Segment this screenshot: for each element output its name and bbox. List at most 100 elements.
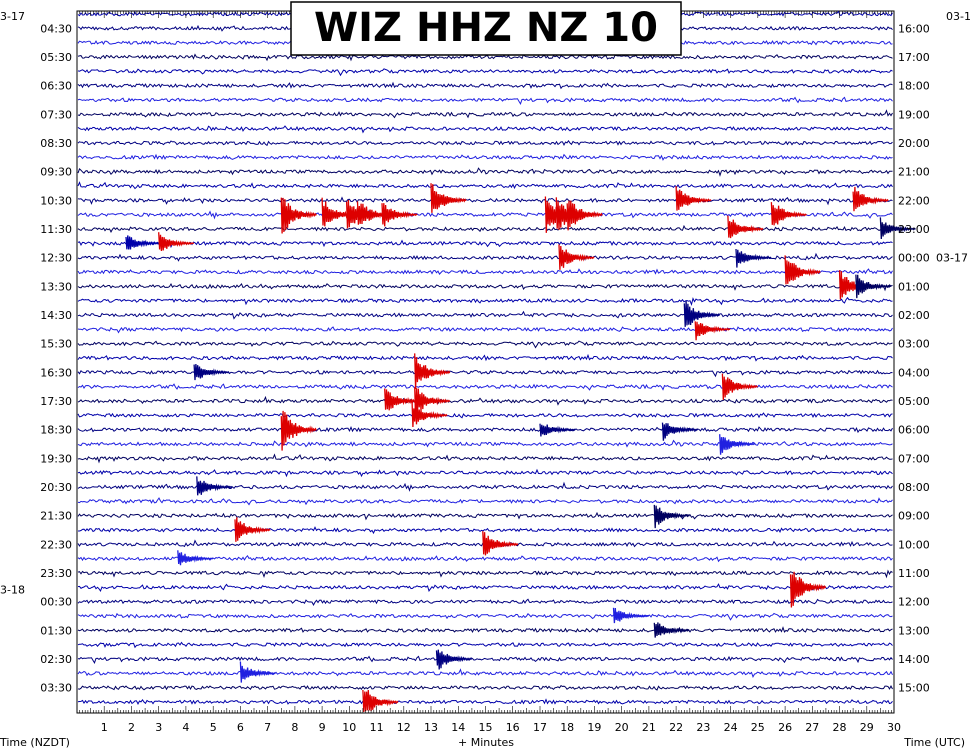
- right-time-label: 06:00: [898, 424, 930, 437]
- right-time-label: 16:00: [898, 22, 930, 35]
- trace-line: [77, 81, 893, 90]
- x-tick-label: 19: [587, 721, 601, 734]
- right-time-label: 18:00: [898, 80, 930, 93]
- trace-line: [77, 68, 893, 77]
- x-tick-label: 11: [370, 721, 384, 734]
- x-tick-label: 8: [291, 721, 298, 734]
- event-burst: [362, 689, 399, 713]
- right-time-label: 07:00: [898, 452, 930, 465]
- x-tick-label: 5: [210, 721, 217, 734]
- x-tick-label: 3: [155, 721, 162, 734]
- x-tick-label: 15: [479, 721, 493, 734]
- right-time-label: 19:00: [898, 108, 930, 121]
- trace-line: [77, 340, 893, 349]
- event-burst: [770, 202, 807, 226]
- trace-line: [77, 511, 893, 521]
- x-tick-label: 2: [128, 721, 135, 734]
- trace-line: [78, 526, 893, 535]
- x-tick-label: 28: [833, 721, 847, 734]
- x-tick-label: 7: [264, 721, 271, 734]
- trace-line: [77, 53, 893, 62]
- right-time-label: 13:00: [898, 624, 930, 637]
- event-burst: [566, 200, 603, 231]
- right-time-label: 05:00: [898, 395, 930, 408]
- left-time-label: 05:30: [40, 51, 72, 64]
- left-time-label: 10:30: [40, 194, 72, 207]
- right-time-label-group: 16:00 17:00 18:00 19:00 20:00 21:00 22:00 23:00…: [898, 10, 970, 695]
- left-time-label: 12:30: [40, 252, 72, 265]
- x-tick-label: 10: [342, 721, 356, 734]
- event-burst: [694, 321, 731, 341]
- right-time-label: 20:00: [898, 137, 930, 150]
- right-date-label: 03-17: [936, 252, 968, 265]
- trace-line: [77, 497, 893, 506]
- trace-line: [77, 310, 893, 320]
- left-time-label: 19:30: [40, 452, 72, 465]
- trace-line: [77, 125, 893, 134]
- event-burst: [196, 476, 233, 496]
- left-time-label: 09:30: [40, 166, 72, 179]
- left-time-label: 02:30: [40, 653, 72, 666]
- left-time-label: 07:30: [40, 108, 72, 121]
- left-time-label: 14:30: [40, 309, 72, 322]
- trace-line: [77, 383, 893, 391]
- trace-line: [77, 139, 893, 147]
- trace-line: [77, 698, 893, 706]
- right-time-label: 02:00: [898, 309, 930, 322]
- left-time-label-group: 04:30 05:30 06:30 07:30 08:30 09:30 10:30 11:30…: [0, 10, 72, 695]
- right-time-label: 04:00: [898, 366, 930, 379]
- event-burst: [280, 197, 317, 234]
- event-burst: [158, 232, 195, 252]
- x-tick-label: 30: [887, 721, 901, 734]
- x-tick-label: 24: [724, 721, 738, 734]
- x-tick-label: 12: [397, 721, 411, 734]
- event-burst: [430, 183, 467, 213]
- left-time-label: 17:30: [40, 395, 72, 408]
- event-burst: [234, 517, 271, 542]
- x-tick-label: 17: [533, 721, 547, 734]
- event-burst: [879, 217, 916, 240]
- trace-line: [77, 412, 893, 419]
- event-burst: [653, 504, 690, 529]
- event-burst: [414, 353, 451, 390]
- left-time-label: 03:30: [40, 682, 72, 695]
- event-burst: [784, 255, 821, 285]
- left-time-label: 00:30: [40, 596, 72, 609]
- trace-line: [77, 282, 893, 292]
- x-tick-label: 18: [560, 721, 574, 734]
- trace-line: [77, 468, 893, 478]
- x-tick-label: 13: [424, 721, 438, 734]
- event-burst: [721, 373, 759, 400]
- event-burst: [661, 422, 699, 441]
- left-time-label: 18:30: [40, 424, 72, 437]
- trace-line: [77, 395, 893, 406]
- x-tick-label: 16: [506, 721, 520, 734]
- event-burst: [384, 388, 421, 411]
- right-time-label: 21:00: [898, 166, 930, 179]
- trace-line: [77, 626, 893, 634]
- event-burst: [411, 399, 448, 428]
- left-time-label: 23:30: [40, 567, 72, 580]
- right-time-label: 11:00: [898, 567, 930, 580]
- right-time-label: 10:00: [898, 538, 930, 551]
- left-time-label: 21:30: [40, 510, 72, 523]
- event-burst: [280, 410, 317, 451]
- trace-line: [77, 181, 893, 190]
- event-burst: [855, 274, 892, 299]
- right-time-label: 15:00: [898, 682, 930, 695]
- event-burst: [683, 300, 720, 327]
- right-time-label: 14:00: [898, 653, 930, 666]
- event-burst: [539, 423, 576, 437]
- trace-line: [77, 326, 893, 334]
- event-burst: [177, 550, 214, 566]
- event-burst: [719, 434, 756, 455]
- event-burst: [193, 363, 230, 381]
- event-burst: [852, 186, 889, 212]
- trace-line: [77, 224, 893, 233]
- event-burst: [239, 661, 276, 683]
- right-time-label: 12:00: [898, 596, 930, 609]
- right-time-label: 01:00: [898, 280, 930, 293]
- right-time-label: 00:00: [898, 252, 930, 265]
- x-tick-label: 1: [101, 721, 108, 734]
